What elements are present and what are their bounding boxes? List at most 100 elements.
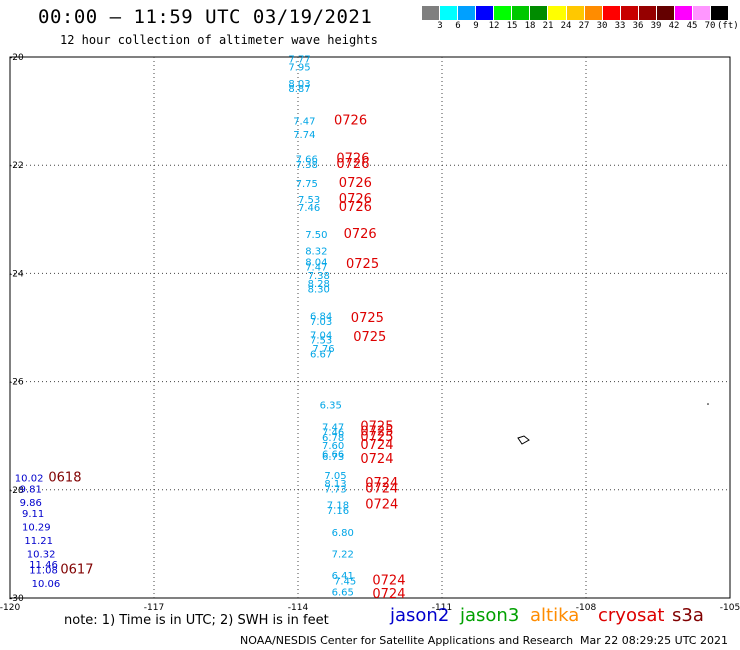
wave-height-label: 9.86 (20, 498, 42, 509)
wave-height-label: 7.47 (305, 263, 327, 274)
page-title: 00:00 — 11:59 UTC 03/19/2021 (38, 6, 373, 28)
longitude-tick-label: -111 (432, 603, 452, 613)
color-scale-tick: 9 (473, 21, 479, 31)
wave-height-label: 7.04 (310, 330, 332, 341)
color-scale-tick: 6 (455, 21, 461, 31)
wave-height-label: 8.32 (305, 246, 327, 257)
time-label: 0724 (360, 438, 393, 453)
wave-height-label: 6.66 (322, 449, 344, 460)
wave-height-label: 7.38 (296, 160, 318, 171)
time-label: 0725 (353, 330, 386, 345)
color-scale-bar (422, 6, 729, 20)
wave-height-label: 7.47 (322, 422, 344, 433)
wave-height-label: 11.46 (29, 560, 58, 571)
wave-height-label: 6.41 (332, 571, 354, 582)
wave-height-label: 7.95 (288, 63, 310, 74)
wave-height-label: 7.60 (322, 441, 344, 452)
wave-height-label: 8.13 (324, 479, 346, 490)
wave-height-label: 7.76 (312, 344, 334, 355)
time-label: 0725 (351, 311, 384, 326)
wave-height-label: 7.74 (293, 130, 315, 141)
island-dot (707, 403, 709, 405)
wave-height-label: 6.84 (310, 311, 332, 322)
wave-height-label: 11.08 (29, 566, 58, 577)
time-label: 0726 (334, 114, 367, 129)
wave-height-label: 7.53 (310, 336, 332, 347)
time-label: 0726 (339, 176, 372, 191)
color-scale-swatch (674, 6, 693, 20)
color-scale-swatch (476, 6, 495, 20)
time-label: 0725 (360, 419, 393, 434)
latitude-tick-label: -26 (9, 378, 24, 388)
color-scale-tick: 42 (668, 21, 680, 31)
credit-text: NOAA/NESDIS Center for Satellite Applica… (240, 634, 574, 647)
wave-height-label: 8.87 (288, 84, 310, 95)
time-label: 0724 (365, 498, 398, 513)
time-label: 0726 (339, 192, 372, 207)
satellite-legend-item: s3a (672, 605, 704, 626)
page-subtitle: 12 hour collection of altimeter wave hei… (60, 33, 378, 47)
wave-height-label: 9.11 (22, 509, 44, 520)
wave-height-label: 7.18 (327, 501, 349, 512)
latitude-tick-label: -20 (9, 53, 24, 63)
time-label: 0724 (372, 573, 405, 588)
wave-height-label: 8.30 (308, 284, 330, 295)
island-outline (517, 435, 530, 445)
wave-height-label: 7.75 (296, 179, 318, 190)
time-label: 0726 (336, 151, 369, 166)
wave-height-label: 7.22 (332, 549, 354, 560)
time-label: 0726 (336, 157, 369, 172)
wave-height-label: 7.77 (288, 54, 310, 65)
color-scale-swatch (692, 6, 711, 20)
wave-height-label: 10.06 (32, 579, 61, 590)
time-label: 0724 (365, 482, 398, 497)
color-scale-tick: 36 (632, 21, 644, 31)
time-label: 0724 (360, 452, 393, 467)
color-scale-unit: (ft) (717, 21, 739, 31)
color-scale-swatch (638, 6, 657, 20)
generated-timestamp: Mar 22 08:29:25 UTC 2021 (580, 634, 728, 647)
color-scale-swatch (566, 6, 585, 20)
time-label: 0725 (360, 425, 393, 440)
color-scale-tick: 21 (542, 21, 554, 31)
longitude-tick-label: -114 (288, 603, 309, 613)
color-scale-swatch (458, 6, 477, 20)
color-scale-tick: 27 (578, 21, 590, 31)
color-scale-tick: 18 (524, 21, 536, 31)
wave-height-label: 8.04 (305, 257, 327, 268)
wave-height-label: 11.21 (24, 536, 53, 547)
wave-height-label: 10.02 (15, 474, 44, 485)
color-scale-swatch (548, 6, 567, 20)
color-scale-swatch (494, 6, 513, 20)
color-scale-tick: 33 (614, 21, 626, 31)
color-scale-swatch (440, 6, 459, 20)
satellite-legend-item: altika (530, 605, 580, 626)
time-label: 0618 (48, 471, 81, 486)
map-frame (9, 56, 731, 599)
color-scale-tick: 45 (686, 21, 698, 31)
color-scale-swatch (512, 6, 531, 20)
color-scale-swatch (422, 6, 441, 20)
wave-height-label: 9.81 (20, 485, 42, 496)
wave-height-label: 6.73 (322, 452, 344, 463)
wave-height-label: 7.05 (324, 471, 346, 482)
wave-height-label: 7.47 (293, 117, 315, 128)
color-scale-tick: 3 (437, 21, 443, 31)
wave-height-label: 8.28 (308, 279, 330, 290)
longitude-tick-label: -105 (720, 603, 740, 613)
color-scale-tick: 15 (506, 21, 518, 31)
color-scale-swatch (530, 6, 549, 20)
time-label: 0724 (372, 587, 405, 602)
time-label: 0724 (365, 476, 398, 491)
wave-height-label: 7.46 (298, 203, 320, 214)
latitude-tick-label: -22 (9, 161, 24, 171)
wave-height-label: 10.32 (27, 549, 56, 560)
time-label: 0725 (346, 257, 379, 272)
color-scale-tick: 30 (596, 21, 608, 31)
wave-height-label: 6.35 (320, 401, 342, 412)
longitude-tick-label: -120 (0, 603, 20, 613)
wave-height-label: 6.80 (332, 528, 354, 539)
time-label: 0725 (360, 430, 393, 445)
